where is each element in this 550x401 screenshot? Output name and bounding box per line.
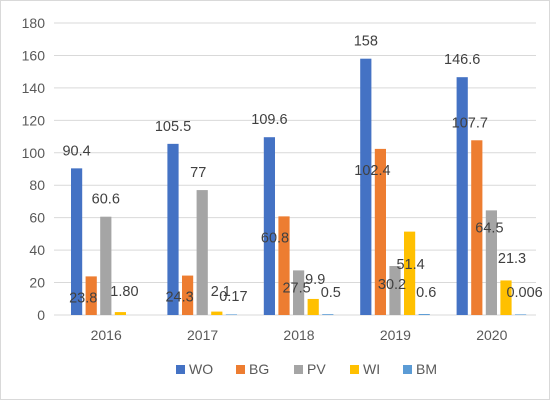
x-tick-label: 2019 <box>380 327 411 343</box>
y-tick-label: 120 <box>22 112 46 128</box>
data-label-bm-2018: 0.5 <box>321 285 341 301</box>
y-axis-tick-labels: 0 20 40 60 80 100 120 140 160 180 <box>22 15 46 323</box>
bar-bg-2017 <box>182 275 194 315</box>
bar-bm-2018 <box>322 314 334 315</box>
data-label-pv-2017: 77 <box>190 165 206 181</box>
legend-label-wo: WO <box>189 361 213 377</box>
bar-bm-2020 <box>515 314 527 315</box>
data-label-bm-2019: 0.6 <box>416 285 436 301</box>
bar-wi-2017 <box>211 311 223 315</box>
y-tick-label: 40 <box>29 242 45 258</box>
data-label-pv-2020: 64.5 <box>475 220 503 236</box>
bar-pv-2018 <box>293 270 305 315</box>
y-tick-label: 20 <box>29 275 45 291</box>
data-labels: 90.4 105.5 109.6 158 146.6 23.8 24.3 60.8 102.4 1… <box>62 34 542 307</box>
bar-pv-2019 <box>389 266 401 315</box>
x-tick-label: 2017 <box>187 327 218 343</box>
legend-swatch-pv <box>294 365 303 374</box>
gridlines <box>54 22 536 316</box>
data-label-pv-2019: 30.2 <box>378 277 406 293</box>
data-label-wi-2018: 9.9 <box>305 272 325 288</box>
legend-swatch-bm <box>403 365 412 374</box>
y-tick-label: 140 <box>22 80 46 96</box>
bar-pv-2017 <box>196 190 208 315</box>
bar-bg-2020 <box>471 140 483 315</box>
data-label-wi-2019: 51.4 <box>396 257 424 273</box>
bar-bg-2016 <box>85 276 97 315</box>
bar-pv-2020 <box>485 210 497 315</box>
y-tick-label: 0 <box>37 307 45 323</box>
data-label-wo-2018: 109.6 <box>251 112 287 128</box>
legend-label-wi: WI <box>363 361 380 377</box>
bars <box>71 58 527 315</box>
y-tick-label: 100 <box>22 145 46 161</box>
data-label-bg-2019: 102.4 <box>354 163 390 179</box>
legend-swatch-wo <box>176 365 185 374</box>
legend-label-pv: PV <box>307 361 326 377</box>
bar-bg-2019 <box>374 148 386 315</box>
bar-bm-2019 <box>418 314 430 315</box>
bar-wi-2016 <box>114 312 126 315</box>
data-label-bm-2017: 0.17 <box>219 289 247 305</box>
bar-bm-2017 <box>225 314 237 315</box>
bar-wo-2016 <box>71 168 83 315</box>
bar-wo-2018 <box>263 137 275 315</box>
x-tick-label: 2020 <box>476 327 507 343</box>
bar-pv-2016 <box>100 216 112 315</box>
data-label-wo-2016: 90.4 <box>62 143 90 159</box>
y-tick-label: 60 <box>29 210 45 226</box>
y-tick-label: 80 <box>29 177 45 193</box>
data-label-wo-2019: 158 <box>354 34 378 50</box>
bar-wi-2019 <box>404 231 416 315</box>
y-tick-label: 160 <box>22 47 46 63</box>
bar-wo-2020 <box>456 77 468 315</box>
y-tick-label: 180 <box>22 15 46 31</box>
legend-swatch-bg <box>236 365 245 374</box>
bar-wi-2018 <box>307 298 319 315</box>
legend: WO BG PV WI BM <box>176 361 437 377</box>
data-label-wo-2020: 146.6 <box>444 52 480 68</box>
data-label-pv-2016: 60.6 <box>92 192 120 208</box>
data-label-wi-2020: 21.3 <box>498 251 526 267</box>
data-label-wi-2017: 2.1 <box>211 284 231 300</box>
legend-swatch-wi <box>350 365 359 374</box>
data-label-bg-2020: 107.7 <box>452 115 488 131</box>
x-tick-label: 2016 <box>91 327 122 343</box>
x-axis-tick-labels: 2016 2017 2018 2019 2020 <box>91 327 508 343</box>
legend-label-bg: BG <box>249 361 269 377</box>
data-label-bm-2020: 0.006 <box>506 285 542 301</box>
data-label-bg-2018: 60.8 <box>261 230 289 246</box>
x-tick-label: 2018 <box>283 327 314 343</box>
bar-wo-2017 <box>167 143 179 315</box>
data-label-bg-2017: 24.3 <box>165 290 193 306</box>
data-label-bg-2016: 23.8 <box>69 290 97 306</box>
data-label-wi-2016: 1.80 <box>110 284 138 300</box>
data-label-pv-2018: 27.5 <box>282 280 310 296</box>
bar-wo-2019 <box>360 58 372 315</box>
data-label-wo-2017: 105.5 <box>155 119 191 135</box>
legend-label-bm: BM <box>416 361 437 377</box>
bar-wi-2020 <box>500 280 512 315</box>
bar-bg-2018 <box>278 216 290 315</box>
